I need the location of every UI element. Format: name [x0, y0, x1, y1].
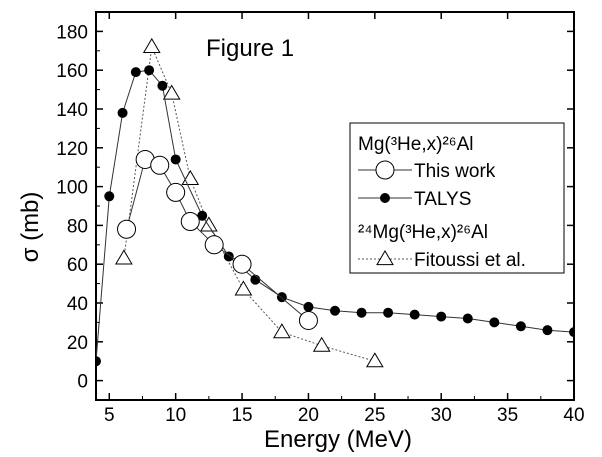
x-tick-label: 10 [165, 405, 186, 426]
data-point-talys [462, 313, 473, 324]
data-point-talys [117, 107, 128, 118]
data-point-talys [130, 67, 141, 78]
data-point-talys [157, 80, 168, 91]
y-tick-label: 140 [56, 100, 88, 121]
data-point-this-work [298, 310, 318, 330]
data-point-talys [569, 327, 574, 338]
y-tick-label: 0 [77, 372, 88, 393]
data-point-fitoussi-et-al [162, 84, 181, 100]
y-tick-label: 20 [67, 333, 88, 354]
data-point-this-work [150, 155, 170, 175]
series-fitoussi-et-al [115, 37, 384, 368]
data-point-talys [489, 317, 500, 328]
legend-group1-title: Mg(³He,x)²⁶Al [358, 134, 473, 155]
data-point-fitoussi-et-al [312, 336, 331, 352]
y-tick-label: 160 [56, 61, 88, 82]
legend-label-talys: TALYS [414, 189, 471, 210]
x-tick-label: 15 [231, 405, 252, 426]
axis-ticks: 5 10 15 20 25 30 35 40 0 20 40 60 80 100 120 140 160 180 [56, 12, 585, 426]
data-point-this-work [180, 212, 200, 232]
y-tick-label: 180 [56, 22, 88, 43]
data-point-fitoussi-et-al [142, 37, 161, 54]
data-point-talys [303, 301, 314, 312]
y-tick-label: 100 [56, 178, 88, 199]
data-point-this-work [117, 219, 137, 239]
data-point-talys [409, 309, 420, 320]
data-point-this-work [166, 182, 186, 202]
data-point-talys [96, 356, 101, 367]
data-point-fitoussi-et-al [365, 352, 384, 368]
legend: Mg(³He,x)²⁶Al This work TALYS Fitoussi et … [349, 122, 565, 274]
series-this-work [117, 149, 318, 330]
legend-entry-talys: TALYS [358, 189, 471, 210]
data-point-talys [542, 325, 553, 336]
data-point-talys [250, 274, 261, 285]
legend-group2-title: ²⁴Mg(³He,x)²⁶Al [358, 222, 488, 243]
x-tick-label: 5 [104, 405, 115, 426]
legend-label-this-work: This work [414, 161, 496, 182]
data-point-talys [170, 154, 181, 165]
data-point-this-work [232, 254, 252, 274]
data-point-fitoussi-et-al [234, 280, 253, 296]
y-tick-label: 80 [67, 216, 88, 237]
y-tick-label: 60 [67, 255, 88, 276]
legend-label-fitoussi-et-al: Fitoussi et al. [414, 250, 526, 271]
legend-entries: This work TALYS Fitoussi et al. [358, 160, 526, 271]
x-tick-label: 25 [364, 405, 385, 426]
x-tick-label: 20 [298, 405, 319, 426]
legend-marker-this-work [375, 160, 395, 180]
data-point-talys [383, 307, 394, 318]
y-tick-label: 40 [67, 294, 88, 315]
x-tick-label: 30 [431, 405, 452, 426]
figure-annotation: Figure 1 [206, 35, 294, 62]
data-point-talys [515, 321, 526, 332]
x-tick-label: 40 [563, 405, 584, 426]
legend-entry-this-work: This work [358, 160, 496, 182]
y-tick-label: 120 [56, 139, 88, 160]
y-axis-title: σ (mb) [17, 192, 44, 263]
legend-entry-fitoussi-et-al: Fitoussi et al. [358, 250, 526, 271]
legend-marker-fitoussi-et-al [376, 250, 394, 266]
data-point-talys [223, 251, 234, 262]
data-point-this-work [204, 235, 224, 255]
data-point-talys [356, 307, 367, 318]
x-tick-label: 35 [497, 405, 518, 426]
series-layer [96, 37, 574, 368]
data-point-fitoussi-et-al [199, 216, 218, 232]
data-point-fitoussi-et-al [273, 323, 291, 339]
data-point-fitoussi-et-al [115, 249, 133, 265]
series-line-talys [96, 69, 574, 362]
data-point-talys [436, 311, 447, 322]
x-axis-title: Energy (MeV) [264, 426, 412, 453]
data-point-talys [330, 305, 340, 316]
series-talys [96, 65, 574, 367]
data-point-talys [144, 65, 155, 76]
legend-marker-talys [380, 193, 390, 203]
data-point-talys [104, 191, 115, 202]
